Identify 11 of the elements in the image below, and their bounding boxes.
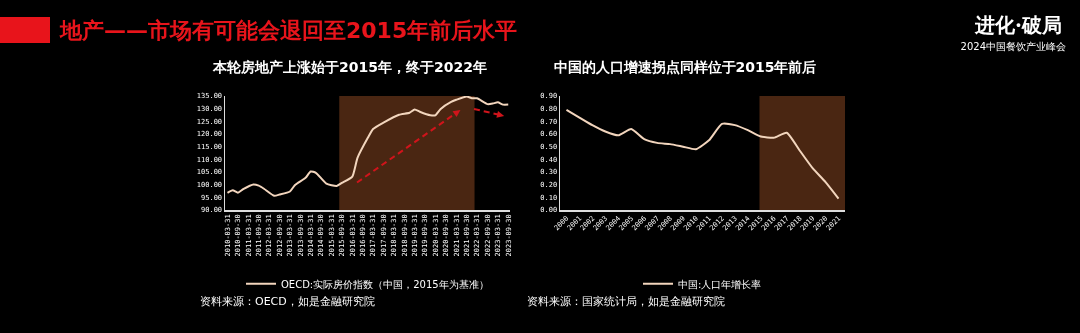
chart-title: 中国的人口增速拐点同样位于2015年前后 [553,58,817,75]
text: 2024中国餐饮产业峰会 [960,40,1066,54]
legend-label: OECD:实际房价指数（中国，2015年为基准） [281,278,489,290]
text: 资料来源：OECD，如是金融研究院 [200,294,375,309]
text: 进化·破局 [975,12,1062,39]
text: 资料来源：国家统计局，如是金融研究院 [527,294,725,309]
line-series [565,108,840,200]
legend-label: 中国:人口年增长率 [678,278,762,290]
line-series [226,96,510,197]
chart-title: 本轮房地产上涨始于2015年，终于2022年 [212,58,487,75]
text: 地产——市场有可能会退回至2015年前后水平 [60,17,518,45]
